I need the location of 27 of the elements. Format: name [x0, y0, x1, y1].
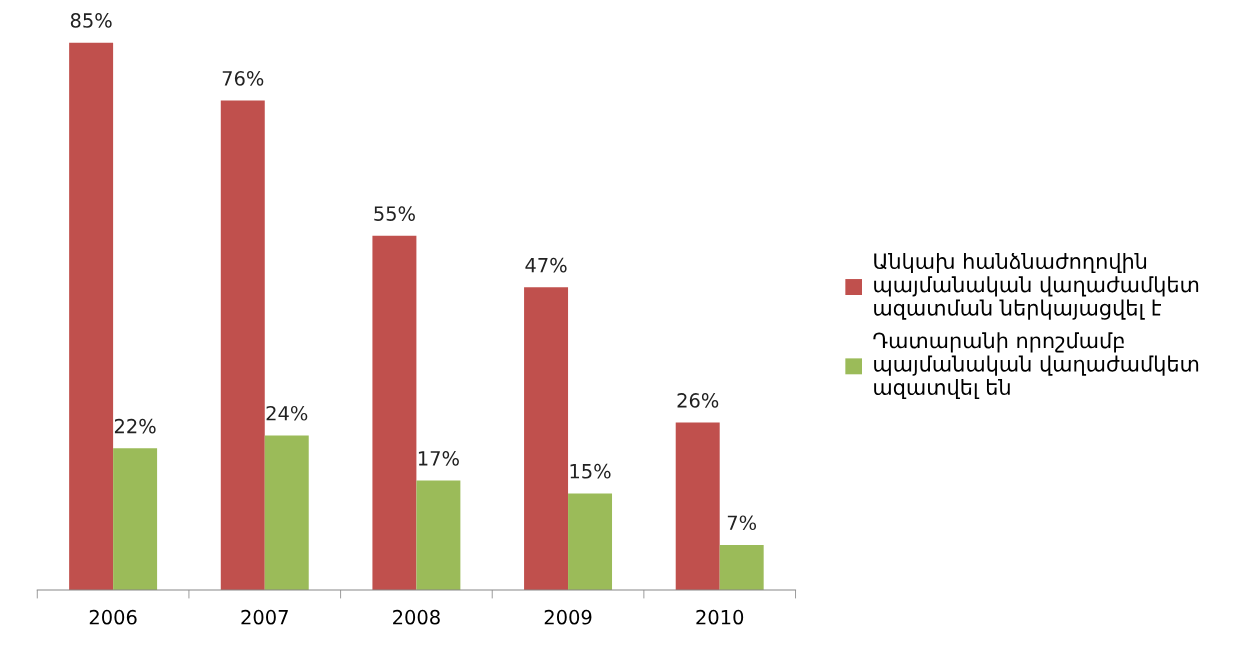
bar	[524, 287, 569, 591]
data-label: 17%	[418, 450, 459, 466]
data-label: 55%	[374, 206, 415, 221]
bar	[372, 235, 417, 591]
data-label: 85%	[70, 13, 112, 28]
bar	[264, 435, 309, 591]
bar	[220, 100, 265, 591]
bar	[719, 544, 764, 591]
data-label: 15%	[570, 463, 611, 479]
x-tick-label: 2007	[241, 609, 288, 625]
legend-label: Անկախ հանձնաժողովին պայմանական վաղաժամկետ ազատման ներկայացվել է	[874, 252, 1199, 320]
x-tick-label: 2008	[393, 609, 440, 625]
data-label: 26%	[677, 393, 719, 408]
data-label: 22%	[114, 418, 156, 434]
bar	[568, 493, 613, 591]
data-label: 24%	[266, 405, 308, 421]
bar	[416, 480, 461, 591]
legend-label: Դատարանի որոշմամբ պայմանական վաղաժամկետ ազատվել են	[873, 332, 1199, 400]
bar	[69, 42, 114, 591]
data-label: 7%	[727, 515, 757, 531]
data-label: 76%	[222, 71, 264, 86]
x-tick-label: 2006	[89, 609, 137, 625]
x-tick-label: 2010	[696, 609, 744, 625]
bar	[113, 448, 158, 591]
data-label: 47%	[525, 257, 567, 273]
bar	[675, 422, 720, 591]
x-tick-label: 2009	[544, 609, 592, 625]
